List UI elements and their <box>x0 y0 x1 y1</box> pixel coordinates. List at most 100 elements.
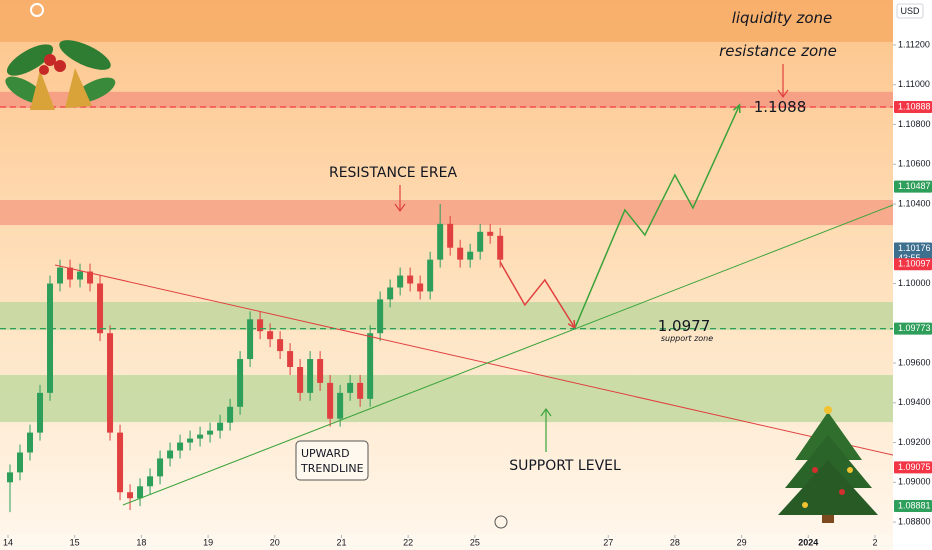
zone-label: resistance zone <box>719 42 837 60</box>
candle-body <box>427 259 434 292</box>
x-tick-label: 27 <box>603 537 613 547</box>
candle-body <box>487 231 494 236</box>
y-tick-label: 1.11200 <box>898 39 930 49</box>
y-tick-label: 1.09400 <box>898 397 931 407</box>
candle-body <box>47 283 54 393</box>
candle-body <box>127 492 134 499</box>
candle-body <box>337 392 344 419</box>
zone-label: support zone <box>661 334 713 343</box>
candle-body <box>17 452 24 473</box>
currency-box[interactable] <box>896 3 924 19</box>
price-label: 1.10487 <box>898 181 931 191</box>
countdown: 43:55 <box>898 253 921 263</box>
x-tick-label: 29 <box>737 537 747 547</box>
candle-body <box>97 283 104 334</box>
candle-body <box>477 231 484 252</box>
candle-body <box>207 430 214 435</box>
price-axis <box>893 0 932 550</box>
candle-body <box>347 382 354 393</box>
trend-line <box>122 204 894 506</box>
y-tick-label: 1.10600 <box>898 159 931 169</box>
price-label: 1.09773 <box>898 323 931 333</box>
zone <box>0 374 893 423</box>
candle-body <box>297 367 304 393</box>
candle-body <box>147 476 154 487</box>
price-label: 1.08881 <box>898 500 931 510</box>
candle-body <box>447 223 454 248</box>
y-tick-label: 1.09600 <box>898 357 931 367</box>
candle-body <box>467 251 474 260</box>
candle-body <box>157 458 164 477</box>
zone-label: SUPPORT LEVEL <box>509 458 621 474</box>
y-tick-label: 1.11000 <box>898 79 930 89</box>
price-label-box <box>894 180 932 193</box>
zone <box>0 91 893 108</box>
candle-body <box>197 434 204 439</box>
candle-body <box>457 247 464 260</box>
candle-body <box>57 267 64 284</box>
candle-body <box>217 422 224 431</box>
settings-icon[interactable] <box>30 3 44 17</box>
y-tick-label: 1.10800 <box>898 119 931 129</box>
price-label: 1.10176 <box>898 243 931 253</box>
price-label-box <box>894 258 932 271</box>
x-tick-label: 25 <box>470 537 480 547</box>
x-tick-label: 2024 <box>798 537 818 547</box>
currency: USD <box>900 6 920 16</box>
zone-label: liquidity zone <box>732 9 833 27</box>
candle-body <box>397 275 404 288</box>
candle-body <box>497 235 504 260</box>
x-tick-label: 15 <box>70 537 80 547</box>
candle-body <box>7 472 14 483</box>
price-label-box <box>894 461 932 474</box>
candle-body <box>87 271 94 284</box>
time-axis <box>0 535 893 550</box>
lightning-icon[interactable] <box>494 515 508 529</box>
zone-label: RESISTANCE EREA <box>329 165 457 181</box>
zone <box>0 0 893 42</box>
candle-body <box>357 382 364 399</box>
note-text: UPWARD <box>301 447 350 460</box>
price-label: 1.10888 <box>898 101 931 111</box>
y-tick-label: 1.10000 <box>898 278 931 288</box>
price-label: 1.10097 <box>898 259 931 269</box>
candle-body <box>237 359 244 407</box>
y-tick-label: 1.09000 <box>898 477 931 487</box>
price-label-box <box>894 322 932 335</box>
christmas-tree <box>778 406 878 523</box>
trend-line <box>574 104 741 329</box>
drawings <box>54 103 894 506</box>
candle-body <box>227 406 234 423</box>
candle-body <box>317 359 324 383</box>
candle-body <box>37 392 44 433</box>
candle-body <box>27 432 34 453</box>
candle-body <box>187 438 194 443</box>
candle-body <box>287 351 294 368</box>
x-tick-label: 20 <box>270 537 280 547</box>
candle-body <box>77 271 84 280</box>
x-tick-label: 19 <box>203 537 213 547</box>
y-tick-label: 1.09200 <box>898 437 931 447</box>
trend-line <box>499 261 576 329</box>
holly-decoration <box>5 40 116 110</box>
candle-body <box>177 442 184 451</box>
x-tick-label: 14 <box>3 537 13 547</box>
level-text: 1.1088 <box>754 98 807 116</box>
price-label-box <box>894 499 932 512</box>
x-tick-label: 2 <box>872 537 877 547</box>
x-tick-label: 18 <box>136 537 146 547</box>
candle-body <box>137 486 144 499</box>
y-tick-label: 1.10400 <box>898 198 931 208</box>
zone <box>0 200 893 226</box>
candle-body <box>277 339 284 352</box>
candle-body <box>247 319 254 360</box>
arrow <box>394 185 406 213</box>
candles <box>7 203 504 513</box>
price-label: 1.09075 <box>898 462 931 472</box>
note-text: TRENDLINE <box>300 462 364 475</box>
candle-body <box>167 450 174 459</box>
candle-body <box>377 299 384 334</box>
candle-body <box>437 223 444 260</box>
zone <box>0 301 893 331</box>
candle-body <box>387 287 394 300</box>
